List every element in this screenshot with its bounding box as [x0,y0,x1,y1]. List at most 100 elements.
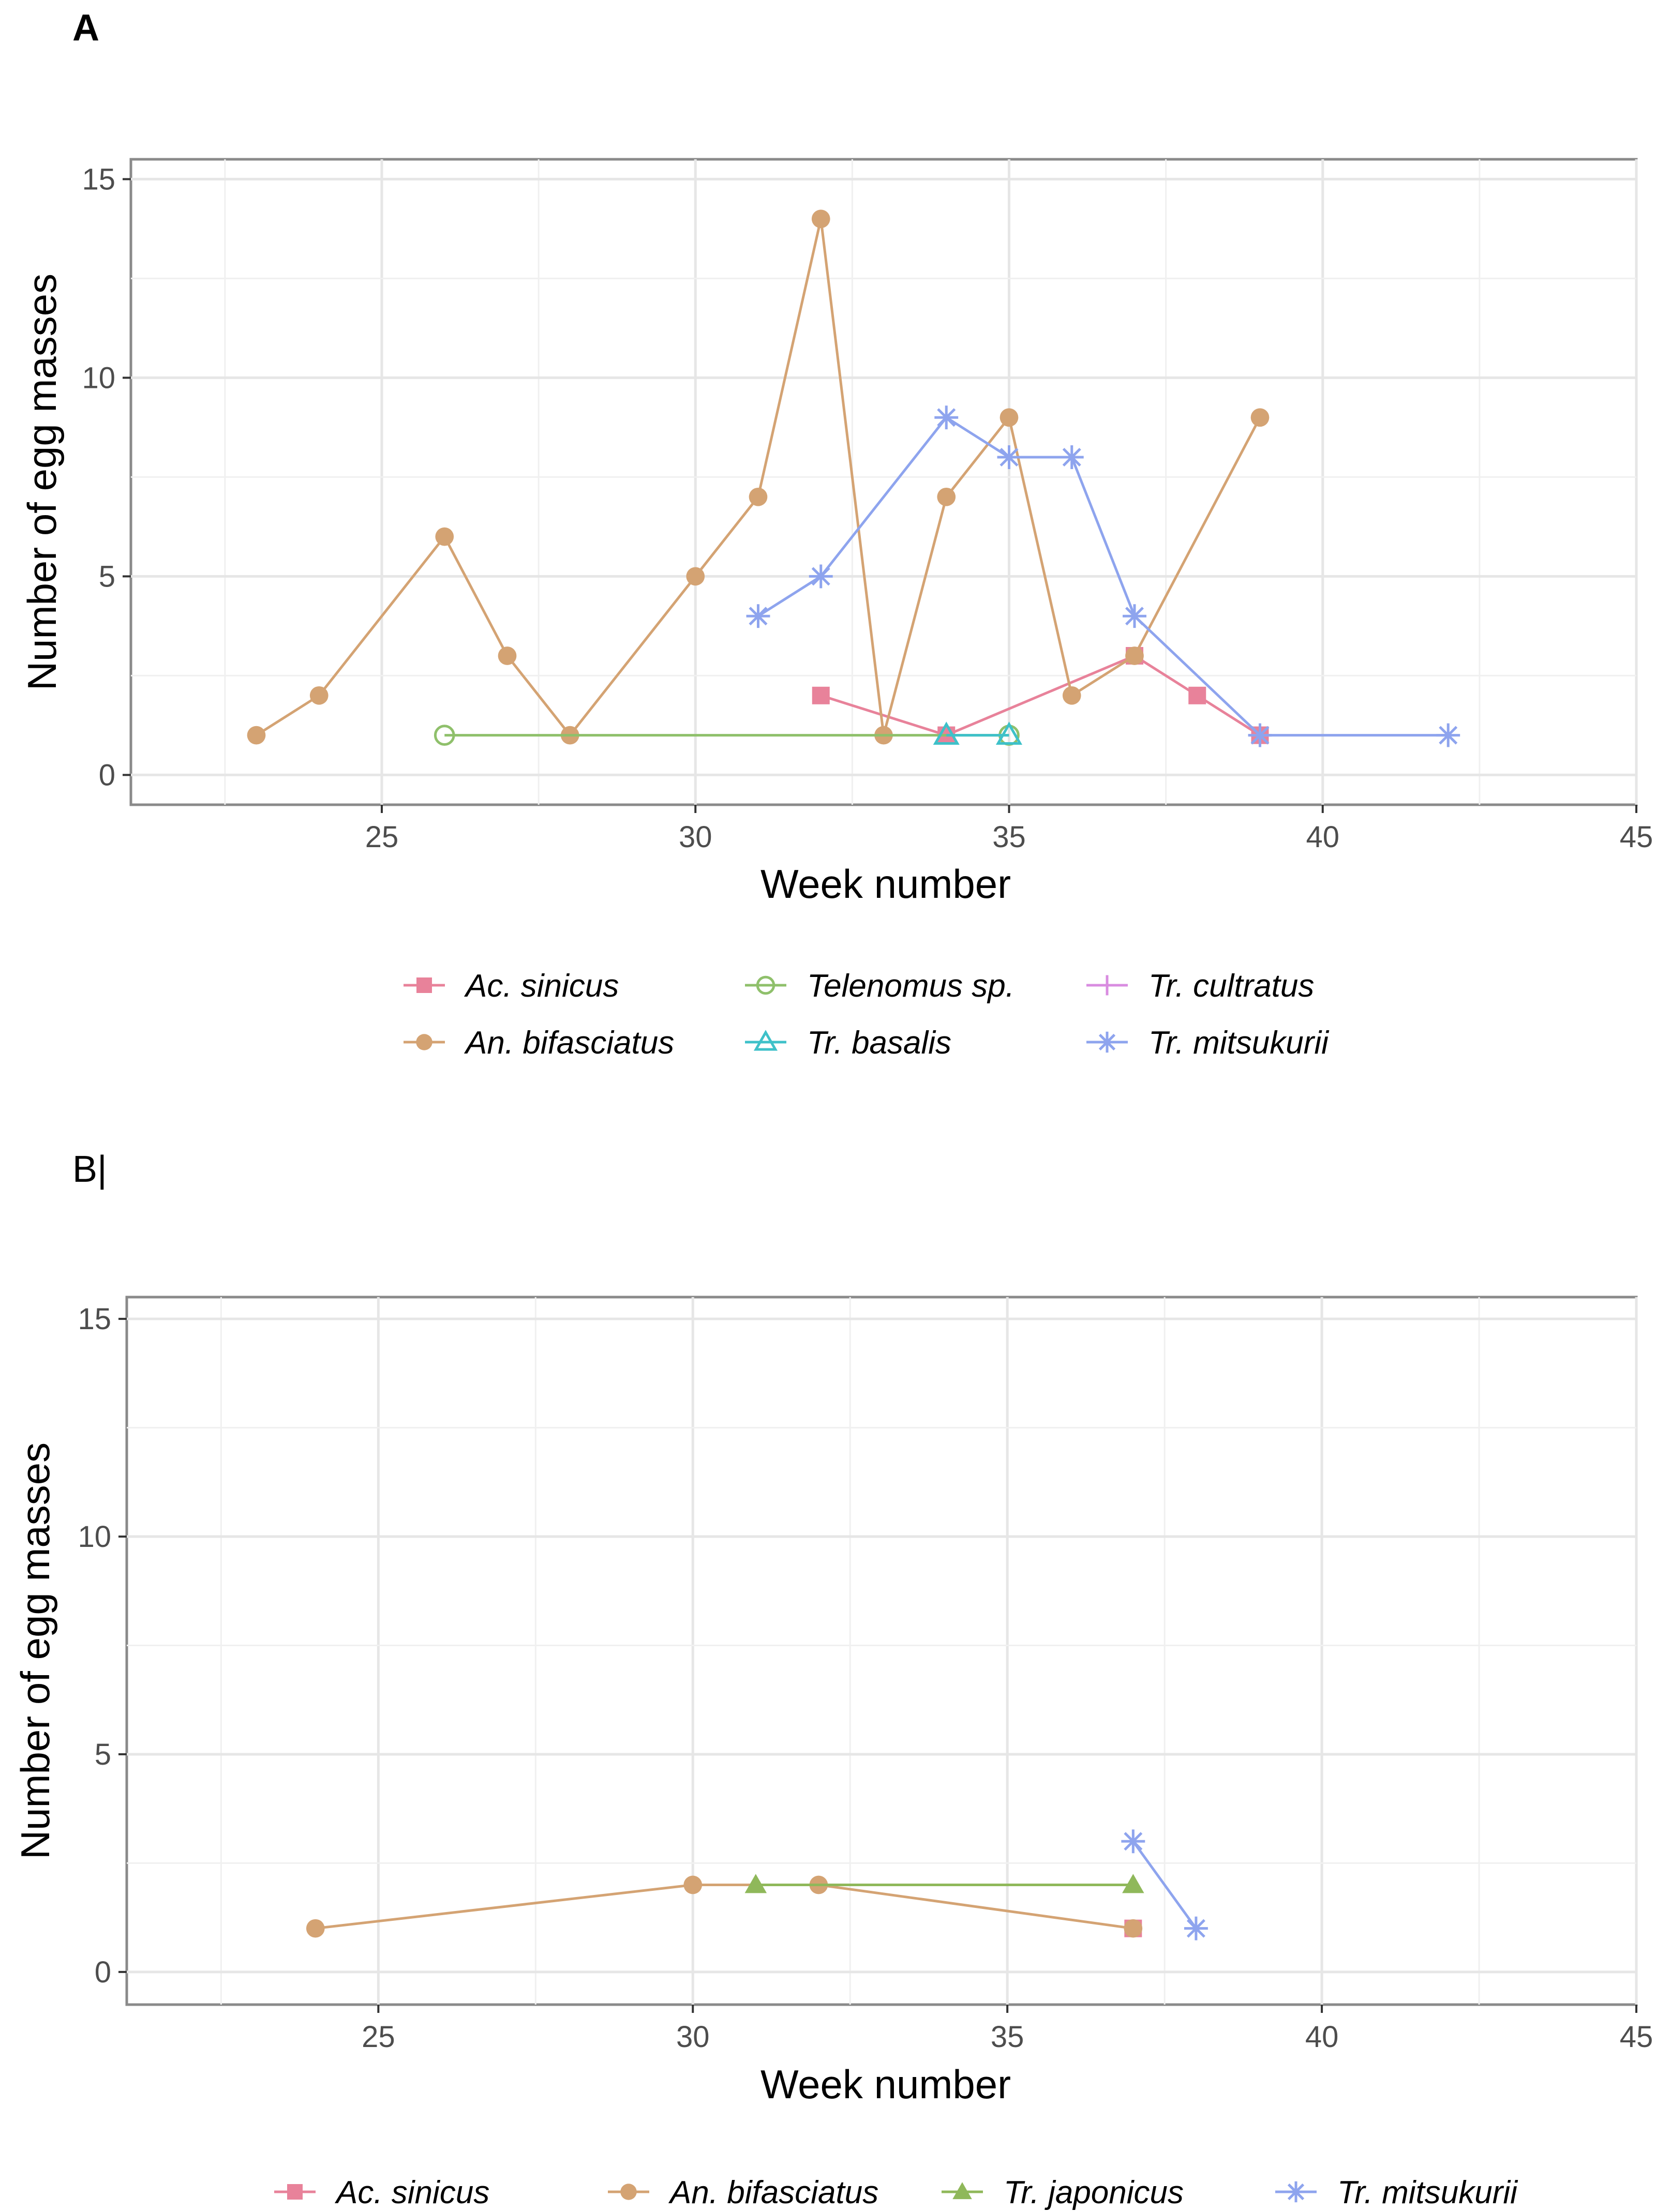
x-tick-label: 25 [365,820,399,854]
panel-a-gridlines [131,159,1638,805]
data-point-tr-mitsukurii [1248,723,1272,747]
legend-label: Tr. basalis [807,1025,951,1061]
legend-label: Ac. sinicus [334,2175,489,2210]
panel-a-x-axis-title: Week number [760,861,1011,907]
data-point-tr-basalis [995,721,1023,745]
legend-item-tr-basalis: Tr. basalis [745,1025,951,1061]
data-point-an-bifasciatus [749,487,768,506]
data-point-tr-mitsukurii [1123,604,1146,628]
x-tick-label: 45 [1620,820,1653,854]
data-point-an-bifasciatus [1124,1919,1143,1938]
panel-b-x-axis-title: Week number [760,2061,1011,2107]
series-an-bifasciatus [247,209,1270,745]
legend-item-tr-mitsukurii: Tr. mitsukurii [1275,2175,1518,2210]
series-tr-basalis [933,721,1023,745]
panel-a-label: A [72,7,99,49]
legend-label: An. bifasciatus [668,2175,878,2210]
legend-key-marker [416,1034,432,1050]
y-tick-label: 0 [99,758,115,792]
data-point-ac-sinicus [812,686,830,704]
legend-item-telenomus-sp: Telenomus sp. [745,968,1014,1004]
panel-b-legend: Ac. sinicus An. bifasciatus Tr. japonicus T… [274,2175,1518,2210]
data-point-an-bifasciatus [999,408,1019,427]
data-point-an-bifasciatus [937,487,956,506]
panel-a-plot-background [129,158,1638,806]
legend-key-marker [416,977,432,993]
legend-label: Tr. mitsukurii [1148,1025,1330,1061]
data-point-an-bifasciatus [686,567,705,586]
panel-b-ticks: 25 30 35 40 45 0 5 10 15 [78,1302,1653,2054]
x-tick-label: 40 [1305,2020,1339,2054]
panel-a-y-axis-title: Number of egg masses [19,274,65,690]
panel-b-series [306,1829,1208,1940]
y-tick-label: 15 [78,1302,111,1336]
x-tick-label: 35 [992,820,1026,854]
legend-key-marker [287,2184,303,2200]
series-line-tr-mitsukurii [1132,1840,1197,1930]
panel-a: A 25 30 35 40 45 0 5 10 15 Week number Number of… [19,7,1653,1061]
legend-label: Tr. japonicus [1004,2175,1184,2210]
data-point-ac-sinicus [1188,686,1206,704]
y-tick-label: 10 [78,1520,111,1554]
data-point-an-bifasciatus [811,209,830,229]
x-tick-label: 25 [362,2020,395,2054]
panel-b-plot-background [125,1296,1638,2006]
x-tick-label: 45 [1620,2020,1653,2054]
data-point-an-bifasciatus [1125,646,1144,665]
legend-label: Tr. mitsukurii [1337,2175,1518,2210]
legend-key-marker [952,2182,972,2200]
data-point-an-bifasciatus [1250,408,1270,427]
series-tr-japonicus [744,1874,1144,1893]
legend-item-ac-sinicus: Ac. sinicus [274,2175,489,2210]
panel-a-ticks: 25 30 35 40 45 0 5 10 15 [82,162,1653,854]
panel-a-legend: Ac. sinicus Telenomus sp. Tr. cultratus An.… [404,968,1330,1061]
legend-item-an-bifasciatus: An. bifasciatus [608,2175,878,2210]
data-point-an-bifasciatus [498,646,517,665]
legend-item-an-bifasciatus: An. bifasciatus [404,1025,674,1061]
data-point-telenomus-sp [434,725,455,746]
data-point-tr-mitsukurii [1436,723,1460,747]
data-point-tr-mitsukurii [934,405,959,430]
x-tick-label: 30 [679,820,712,854]
data-point-an-bifasciatus [435,527,454,546]
legend-item-ac-sinicus: Ac. sinicus [404,968,619,1004]
data-point-tr-mitsukurii [997,445,1021,469]
legend-item-tr-japonicus: Tr. japonicus [942,2175,1184,2210]
legend-key-marker [753,1030,778,1051]
legend-item-tr-cultratus: Tr. cultratus [1086,968,1314,1004]
x-tick-label: 30 [676,2020,710,2054]
legend-key-marker [756,975,775,995]
data-point-tr-mitsukurii [1060,445,1084,469]
legend-label: Telenomus sp. [807,968,1014,1004]
series-tr-mitsukurii [746,405,1460,747]
x-tick-label: 40 [1306,820,1339,854]
legend-label: Ac. sinicus [464,968,619,1004]
data-point-an-bifasciatus [683,1875,703,1894]
data-point-an-bifasciatus [306,1919,325,1938]
panel-b-y-axis-title: Number of egg masses [12,1442,58,1859]
data-point-tr-mitsukurii [746,604,770,628]
legend-key-marker [1097,975,1117,996]
series-line-an-bifasciatus [256,217,1261,737]
data-point-an-bifasciatus [1062,686,1081,705]
x-tick-label: 35 [991,2020,1024,2054]
data-point-an-bifasciatus [309,686,329,705]
y-tick-label: 10 [82,361,115,395]
legend-key-marker [1285,2181,1307,2203]
legend-key-marker [620,2184,637,2200]
data-point-tr-mitsukurii [1184,1916,1208,1940]
data-point-tr-basalis [933,721,960,745]
legend-key-marker [1096,1031,1118,1053]
data-point-tr-japonicus [1122,1874,1144,1893]
legend-item-tr-mitsukurii: Tr. mitsukurii [1086,1025,1330,1061]
data-point-an-bifasciatus [247,726,266,745]
y-tick-label: 0 [95,1955,111,1989]
y-tick-label: 5 [95,1738,111,1771]
panel-b-label: B| [72,1149,107,1190]
legend-label: Tr. cultratus [1148,968,1314,1004]
data-point-tr-mitsukurii [809,564,833,589]
data-point-tr-japonicus [744,1874,767,1893]
series-tr-mitsukurii [1121,1829,1208,1940]
panel-a-series [247,209,1460,747]
